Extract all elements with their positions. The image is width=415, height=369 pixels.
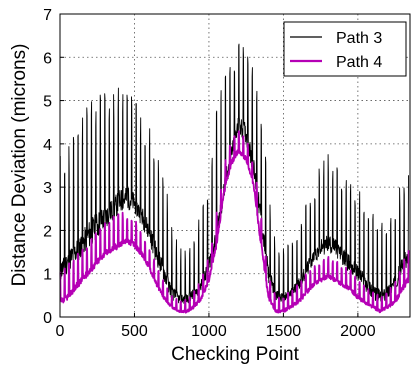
y-tick-label: 7 [43,7,52,24]
y-tick-label: 4 [43,137,52,154]
legend-box [283,21,407,77]
y-tick-label: 3 [43,180,52,197]
y-axis-label: Distance Deviation (microns) [9,44,30,287]
y-tick-labels: 0 1 2 3 4 5 6 7 [43,7,52,327]
y-tick-label: 6 [43,50,52,67]
y-tick-label: 2 [43,223,52,240]
legend-label-path-4: Path 4 [336,54,382,71]
x-tick-label: 2000 [340,323,376,340]
series-path-4 [59,130,410,314]
legend: Path 3 Path 4 [283,21,407,77]
x-tick-label: 500 [121,323,148,340]
plot-frame [59,13,411,318]
series-path-3 [59,43,409,304]
y-tick-label: 5 [43,94,52,111]
x-tick-label: 0 [56,323,65,340]
x-tick-label: 1000 [191,323,227,340]
series-line [59,130,410,314]
axis-ticks [59,13,359,318]
y-tick-label: 0 [43,310,52,327]
x-tick-labels: 0 500 1000 1500 2000 [56,323,376,340]
legend-label-path-3: Path 3 [336,30,382,47]
x-axis-label: Checking Point [171,344,300,365]
y-tick-label: 1 [43,267,52,284]
x-tick-label: 1500 [266,323,302,340]
series-line [59,43,409,304]
